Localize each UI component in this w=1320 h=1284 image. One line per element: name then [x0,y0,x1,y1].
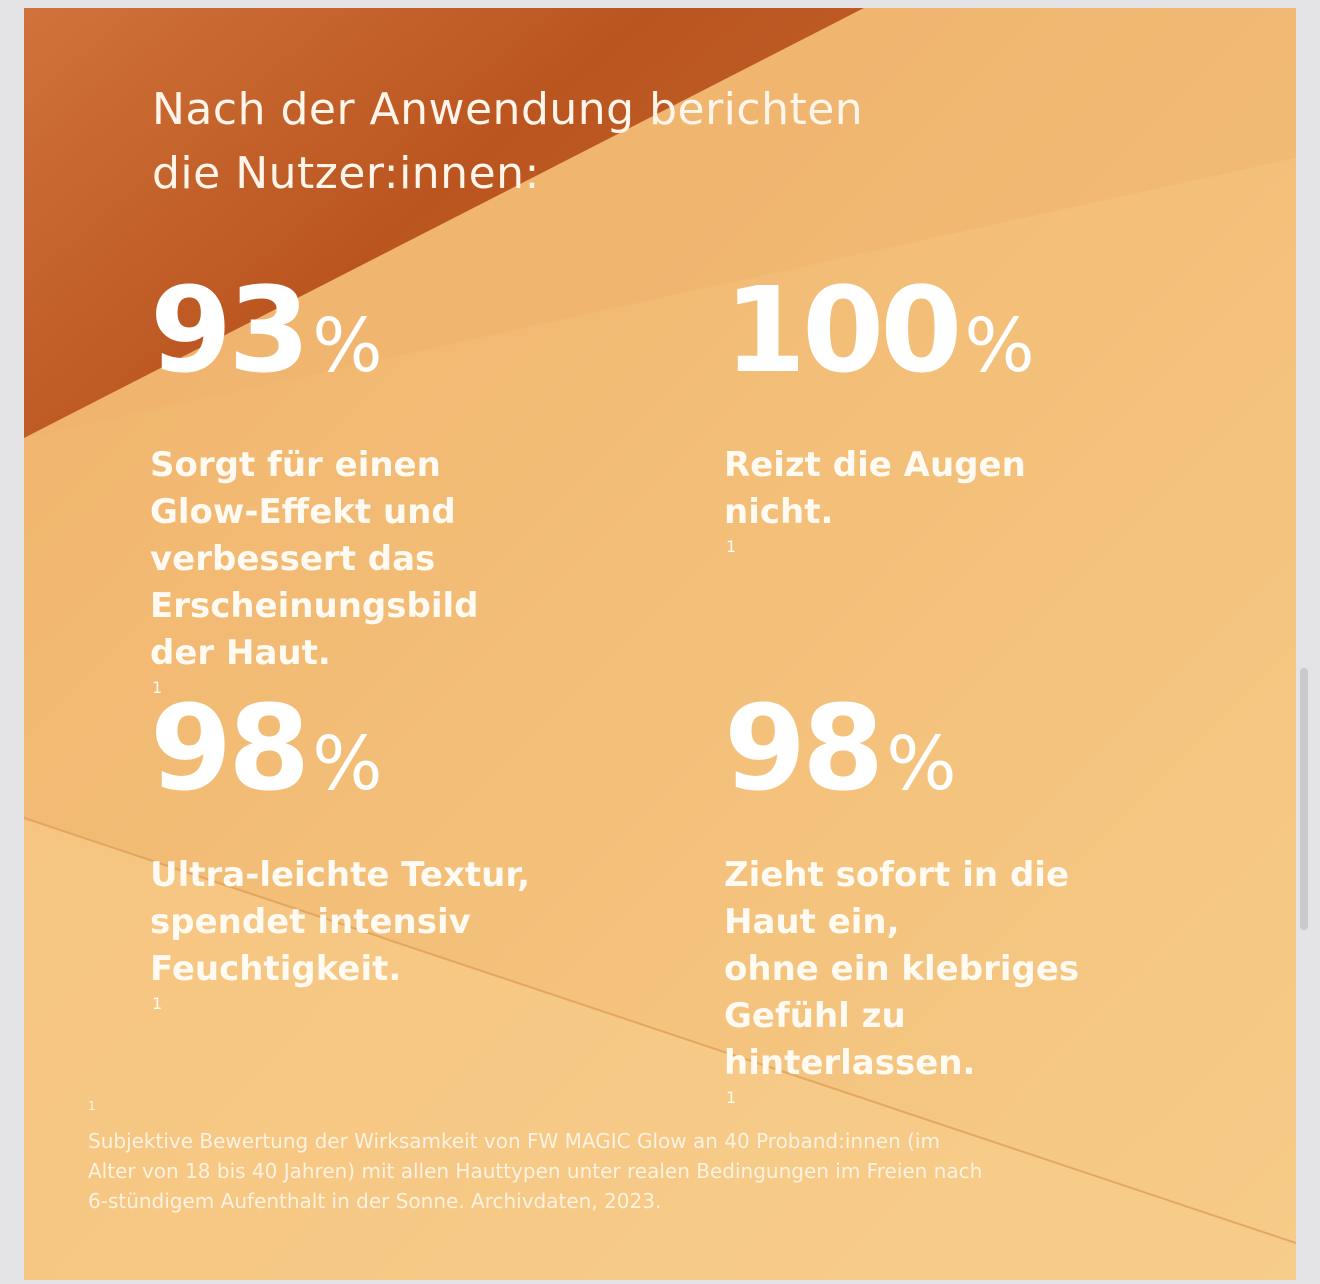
footnote-ref: 1 [152,994,163,1013]
scrollbar-thumb[interactable] [1300,668,1308,930]
stat-glow-effect: 93% Sorgt für einen Glow-Effekt und verb… [150,270,478,724]
footnote-ref: 1 [726,1088,737,1107]
stat-eyes: 100% Reizt die Augen nicht. 1 [724,270,1035,583]
stat-description: Sorgt für einen Glow-Effekt und verbesse… [150,445,479,697]
stat-absorption: 98% Zieht sofort in die Haut ein, ohne e… [724,688,1079,1134]
headline-line-1: Nach der Anwendung berichten [152,84,864,135]
promo-image-card: Nach der Anwendung berichten die Nutzer:… [24,8,1296,1280]
percent-sign: % [886,721,957,807]
percent-sign: % [312,303,383,389]
stat-description: Ultra-leichte Textur, spendet intensiv F… [150,855,531,1013]
stat-value: 93% [150,261,383,399]
stat-value: 100% [724,261,1035,399]
footnote-ref: 1 [726,537,737,556]
percent-sign: % [312,721,383,807]
footnote-marker: 1 [88,1099,96,1113]
footnote-ref: 1 [152,678,163,697]
stat-description: Zieht sofort in die Haut ein, ohne ein k… [724,855,1080,1107]
diagonal-edge-line [24,817,1296,1244]
dark-orange-triangle [24,8,864,438]
stat-description: Reizt die Augen nicht. 1 [724,445,1026,556]
percent-sign: % [964,303,1035,389]
stat-texture: 98% Ultra-leichte Textur, spendet intens… [150,688,530,1040]
headline: Nach der Anwendung berichten die Nutzer:… [152,78,863,206]
stat-value: 98% [724,679,957,817]
background-shapes [24,8,1296,1280]
shadow-band [24,8,1296,438]
stat-value: 98% [150,679,383,817]
headline-line-2: die Nutzer:innen: [152,148,540,199]
footnote: 1 Subjektive Bewertung der Wirksamkeit vo… [88,1099,983,1213]
lower-light-plane [24,818,1296,1280]
